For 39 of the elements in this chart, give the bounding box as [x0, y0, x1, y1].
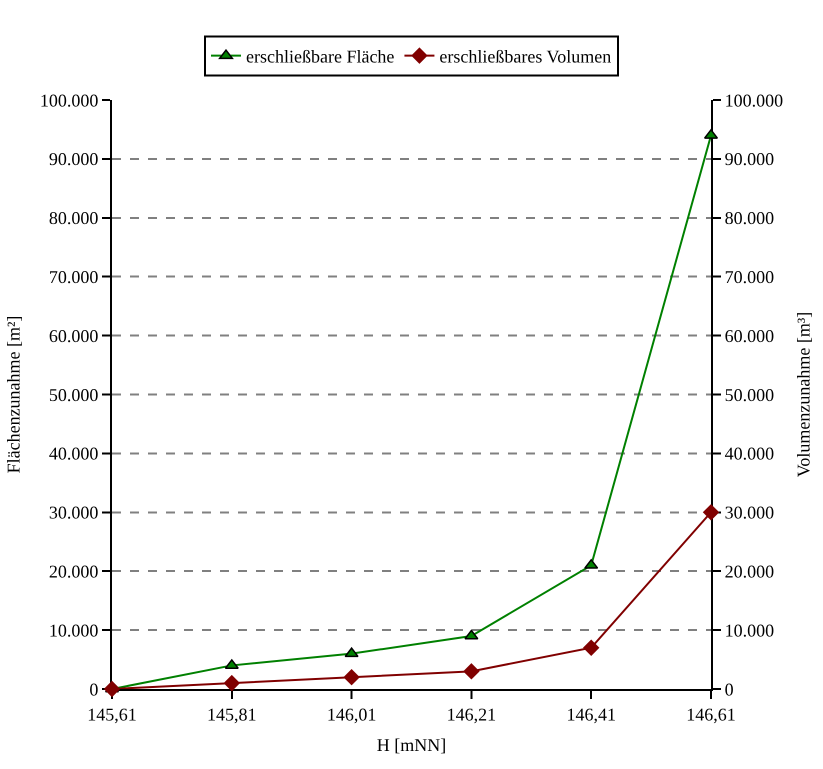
y2-tick-label: 100.000	[724, 90, 784, 110]
legend-label: erschließbares Volumen	[439, 46, 612, 67]
y-tick-label: 0	[89, 679, 98, 700]
y2-tick-label: 10.000	[724, 620, 774, 640]
y-tick-label: 10.000	[48, 620, 98, 640]
x-tick-label: 145,81	[207, 704, 257, 725]
y-tick-label: 100.000	[40, 90, 98, 110]
y2-tick-label: 0	[724, 679, 734, 700]
y2-tick-label: 20.000	[724, 562, 774, 582]
y-tick-label: 90.000	[48, 149, 98, 170]
y-tick-label: 30.000	[48, 502, 98, 523]
y2-tick-label: 40.000	[724, 444, 774, 464]
y2-tick-label: 50.000	[724, 384, 774, 405]
x-tick-label: 146,21	[446, 704, 496, 725]
y-axis-title: Flächenzunahme [m²]	[4, 316, 24, 474]
point	[703, 504, 719, 520]
y2-axis-title: Volumenzunahme [m³]	[794, 312, 814, 478]
y2-tick-label: 60.000	[724, 326, 774, 346]
x-tick-label: 146,61	[686, 704, 736, 725]
y2-tick-label: 70.000	[724, 267, 774, 287]
point	[583, 640, 600, 656]
y-tick-label: 40.000	[48, 444, 98, 464]
y-tick-label: 60.000	[48, 326, 98, 346]
legend-label: erschließbare Fläche	[246, 46, 394, 67]
x-tick-label: 145,61	[87, 704, 137, 725]
point	[344, 647, 359, 658]
y2-tick-label: 30.000	[724, 502, 774, 523]
point	[224, 675, 240, 692]
y-tick-label: 70.000	[48, 267, 98, 287]
point	[344, 669, 360, 686]
y2-tick-label: 90.000	[724, 149, 774, 170]
y-tick-label: 50.000	[48, 384, 98, 405]
x-tick-label: 146,41	[566, 704, 616, 725]
x-tick-label: 146,01	[326, 704, 376, 725]
x-axis-title: H [mNN]	[376, 735, 446, 756]
y-tick-label: 80.000	[48, 208, 98, 228]
point	[464, 663, 480, 680]
y2-tick-label: 80.000	[724, 208, 774, 228]
y-tick-label: 20.000	[48, 562, 98, 582]
